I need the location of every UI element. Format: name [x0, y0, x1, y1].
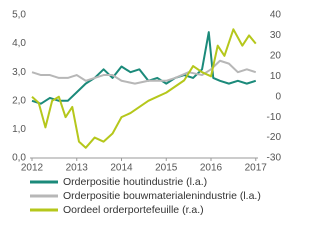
y2-tick-label: 40 [270, 10, 282, 21]
y2-tick-label: 0 [275, 91, 281, 102]
x-tick-label: 2014 [110, 163, 133, 174]
y2-tick-label: 30 [270, 30, 282, 41]
x-tick-label: 2013 [66, 163, 89, 174]
y2-tick-label: 20 [270, 50, 282, 61]
y2-tick-label: 10 [270, 71, 282, 82]
y-tick-label: 2,0 [12, 95, 26, 106]
x-tick-label: 2016 [200, 163, 223, 174]
legend-label: Orderpositie bouwmaterialenindustrie (l.… [63, 190, 261, 202]
series-line [31, 28, 257, 149]
x-tick-label: 2012 [21, 163, 44, 174]
y2-tick-label: -10 [267, 112, 282, 123]
y-tick-label: 4,0 [12, 38, 26, 49]
x-tick-label: 2015 [155, 163, 178, 174]
y-tick-label: 0,0 [12, 153, 26, 164]
y2-tick-label: -30 [267, 153, 282, 164]
chart: 0,0 1,0 2,0 3,0 4,0 5,0 -30 -20 -10 0 10 20 30 40 2012… [12, 10, 282, 216]
y-tick-label: 1,0 [12, 124, 26, 135]
series-line [31, 59, 257, 85]
legend-label: Oordeel orderportefeuille (r.a.) [63, 204, 204, 216]
y-tick-label: 5,0 [12, 10, 26, 21]
legend-label: Orderpositie houtindustrie (l.a.) [63, 176, 207, 188]
series-line [31, 31, 257, 105]
x-tick-label: 2017 [245, 163, 268, 174]
y-tick-label: 3,0 [12, 67, 26, 78]
y2-tick-label: -20 [267, 132, 282, 143]
